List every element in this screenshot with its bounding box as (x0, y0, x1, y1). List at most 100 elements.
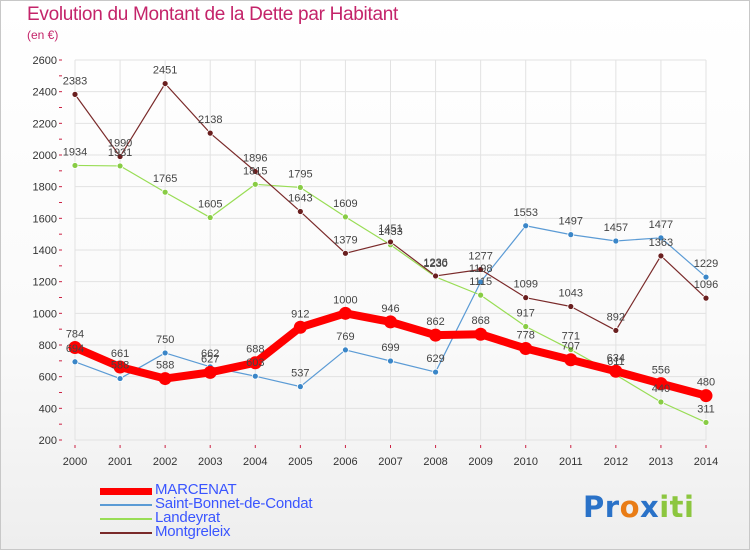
data-label-marcenat: 912 (291, 308, 309, 320)
legend-swatch-montgreleix (100, 532, 152, 534)
logo-part-4: iti (659, 490, 695, 524)
y-tick-label: 2000 (33, 150, 57, 162)
data-label-saint-bonnet-de-condat: 694 (66, 343, 84, 355)
data-label-saint-bonnet-de-condat: 1477 (649, 219, 673, 231)
data-label-saint-bonnet-de-condat: 537 (291, 368, 309, 380)
data-point-montgreleix (161, 80, 169, 87)
y-tick-label: 2400 (33, 87, 57, 99)
data-point-saint-bonnet-de-condat (71, 358, 79, 366)
data-label-montgreleix: 1236 (423, 257, 447, 269)
data-label-landeyrat: 1115 (469, 276, 492, 288)
data-label-saint-bonnet-de-condat: 1229 (694, 258, 718, 270)
x-tick-label: 2011 (559, 456, 583, 468)
chart-title: Evolution du Montant de la Dette par Hab… (27, 4, 398, 25)
data-point-saint-bonnet-de-condat (116, 375, 124, 382)
data-point-saint-bonnet-de-condat (387, 357, 394, 365)
data-point-marcenat (68, 341, 82, 355)
data-label-landeyrat: 440 (652, 383, 670, 395)
data-label-marcenat: 1000 (333, 294, 357, 306)
x-tick-label: 2001 (108, 456, 132, 468)
data-label-landeyrat: 771 (562, 331, 580, 343)
data-point-montgreleix (296, 208, 304, 215)
data-label-marcenat: 588 (156, 360, 174, 372)
data-point-landeyrat (567, 346, 575, 353)
data-point-saint-bonnet-de-condat (251, 372, 259, 380)
data-point-montgreleix (567, 303, 575, 310)
data-point-landeyrat (522, 323, 530, 330)
logo-part-1: Pr (583, 490, 620, 524)
data-point-saint-bonnet-de-condat (612, 237, 620, 245)
y-tick-label: 400 (39, 403, 57, 415)
legend-label-marcenat: MARCENAT (155, 481, 237, 498)
data-point-saint-bonnet-de-condat (342, 346, 349, 354)
x-tick-label: 2008 (423, 456, 447, 468)
legend-label-montgreleix: Montgreleix (155, 523, 231, 540)
legend-item-landeyrat: Landeyrat (100, 509, 420, 526)
x-tick-label: 2009 (468, 456, 492, 468)
data-point-marcenat (699, 389, 713, 403)
data-point-landeyrat (251, 180, 259, 188)
legend-label-landeyrat: Landeyrat (155, 509, 220, 526)
y-tick-label: 1400 (33, 245, 57, 257)
data-label-marcenat: 946 (381, 303, 399, 315)
data-point-marcenat (519, 341, 533, 355)
x-tick-label: 2013 (649, 456, 673, 468)
data-label-montgreleix: 892 (607, 311, 625, 323)
data-point-landeyrat (477, 291, 485, 299)
data-label-montgreleix: 1990 (108, 138, 132, 150)
data-point-marcenat (248, 356, 262, 370)
data-label-landeyrat: 1931 (108, 147, 132, 159)
data-label-marcenat: 868 (471, 315, 489, 327)
legend-item-marcenat: MARCENAT (100, 481, 420, 498)
data-label-saint-bonnet-de-condat: 699 (381, 342, 399, 354)
y-tick-label: 600 (39, 372, 57, 384)
x-tick-label: 2000 (63, 456, 87, 468)
legend-swatch-marcenat (100, 488, 152, 495)
data-point-landeyrat (342, 213, 349, 221)
data-label-marcenat: 627 (201, 353, 219, 365)
data-label-marcenat: 688 (246, 344, 264, 356)
data-point-landeyrat (296, 184, 304, 191)
data-point-montgreleix (432, 272, 439, 280)
data-label-landeyrat: 311 (697, 403, 715, 415)
x-tick-label: 2012 (604, 456, 628, 468)
data-label-montgreleix: 2138 (198, 114, 222, 126)
data-label-saint-bonnet-de-condat: 662 (201, 348, 219, 360)
data-point-montgreleix (657, 252, 665, 260)
data-label-montgreleix: 1643 (288, 193, 312, 205)
x-tick-label: 2003 (198, 456, 222, 468)
data-label-landeyrat: 1605 (198, 199, 222, 211)
x-tick-label: 2010 (513, 456, 537, 468)
y-tick-label: 1800 (33, 182, 57, 194)
data-label-landeyrat: 1609 (333, 198, 357, 210)
data-point-landeyrat (161, 188, 169, 196)
x-tick-label: 2002 (153, 456, 177, 468)
data-label-marcenat: 862 (426, 316, 444, 328)
data-label-marcenat: 707 (562, 341, 580, 353)
y-tick-label: 2600 (33, 55, 57, 67)
x-tick-label: 2007 (378, 456, 402, 468)
data-label-montgreleix: 2451 (153, 65, 177, 77)
data-point-saint-bonnet-de-condat (702, 273, 710, 281)
y-tick-label: 1000 (33, 308, 57, 320)
data-label-saint-bonnet-de-condat: 603 (246, 357, 264, 369)
data-point-montgreleix (251, 168, 259, 175)
data-point-landeyrat (71, 162, 79, 169)
data-label-marcenat: 778 (517, 329, 535, 341)
data-label-saint-bonnet-de-condat: 588 (111, 360, 129, 372)
data-point-saint-bonnet-de-condat (657, 234, 665, 242)
data-label-marcenat: 634 (607, 352, 625, 364)
data-label-landeyrat: 1765 (153, 173, 177, 185)
data-label-landeyrat: 1433 (378, 226, 402, 238)
legend-swatch-saint-bonnet-de-condat (100, 504, 152, 506)
data-label-montgreleix: 1451 (378, 223, 402, 235)
data-label-marcenat: 661 (111, 348, 129, 360)
data-point-montgreleix (477, 266, 485, 273)
data-point-saint-bonnet-de-condat (432, 368, 439, 376)
data-point-montgreleix (612, 327, 620, 334)
data-label-landeyrat: 1230 (423, 258, 447, 270)
data-label-landeyrat: 1815 (243, 165, 267, 177)
data-label-marcenat: 480 (697, 377, 715, 389)
x-tick-label: 2004 (243, 456, 267, 468)
data-point-saint-bonnet-de-condat (567, 231, 575, 239)
